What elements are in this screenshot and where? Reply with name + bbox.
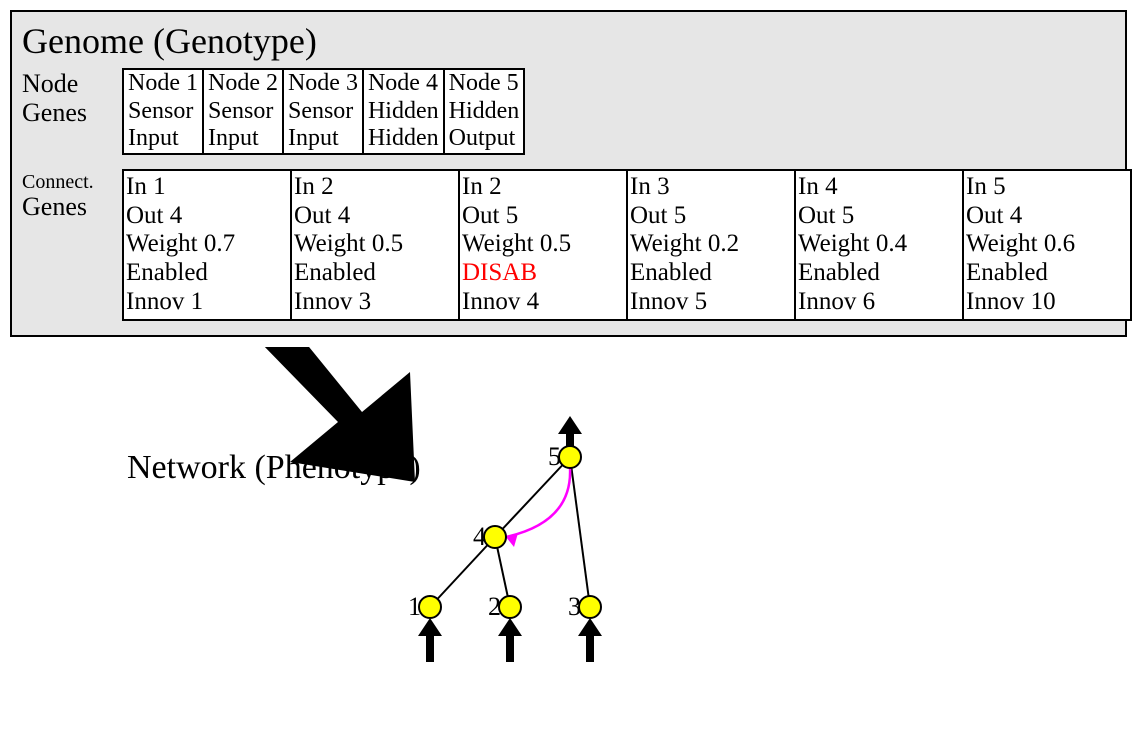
input-arrow-icon: [498, 618, 522, 662]
connect-gene-innov: Innov 5: [630, 288, 792, 317]
connect-gene-weight: Weight 0.2: [630, 230, 792, 259]
node-genes-label: Node Genes: [22, 68, 122, 127]
connect-gene-in: In 2: [462, 173, 624, 202]
connect-genes-label-l2: Genes: [22, 193, 122, 222]
connect-gene-enabled: Enabled: [630, 259, 792, 288]
connect-gene-cell: In 2Out 5Weight 0.5DISABInnov 4: [460, 171, 628, 319]
input-arrow-icon: [578, 618, 602, 662]
node-gene-line: Hidden: [368, 98, 439, 126]
node-gene-cell: Node 1SensorInput: [124, 70, 204, 153]
connect-gene-weight: Weight 0.5: [294, 230, 456, 259]
node-gene-line: Input: [288, 125, 358, 153]
input-arrow-icon: [418, 618, 442, 662]
network-node-label: 5: [548, 442, 561, 471]
connect-gene-cell: In 2Out 4Weight 0.5EnabledInnov 3: [292, 171, 460, 319]
network-area: 5 4 1 2 3 Network (Phenotype): [10, 347, 1127, 667]
node-gene-line: Node 2: [208, 70, 278, 98]
node-gene-line: Hidden: [368, 125, 439, 153]
network-node-label: 4: [473, 522, 486, 551]
connect-gene-enabled: DISAB: [462, 259, 624, 288]
node-gene-line: Sensor: [128, 98, 198, 126]
node-gene-line: Hidden: [449, 98, 520, 126]
genome-title: Genome (Genotype): [22, 20, 1115, 62]
connect-genes-label: Connect. Genes: [22, 169, 122, 222]
node-gene-cell: Node 5HiddenOutput: [445, 70, 524, 153]
connect-gene-out: Out 4: [294, 202, 456, 231]
network-node: [579, 596, 601, 618]
connect-gene-enabled: Enabled: [294, 259, 456, 288]
node-gene-line: Node 1: [128, 70, 198, 98]
connect-gene-weight: Weight 0.4: [798, 230, 960, 259]
connect-gene-cell: In 1Out 4Weight 0.7EnabledInnov 1: [124, 171, 292, 319]
network-node: [419, 596, 441, 618]
recurrent-arrowhead-icon: [506, 533, 518, 547]
connect-gene-innov: Innov 1: [126, 288, 288, 317]
connect-gene-innov: Innov 6: [798, 288, 960, 317]
connect-gene-out: Out 5: [630, 202, 792, 231]
genome-panel: Genome (Genotype) Node Genes Node 1Senso…: [10, 10, 1127, 337]
connect-gene-out: Out 5: [798, 202, 960, 231]
connect-genes-table: In 1Out 4Weight 0.7EnabledInnov 1In 2Out…: [122, 169, 1132, 321]
connect-gene-weight: Weight 0.6: [966, 230, 1128, 259]
node-genes-label-l2: Genes: [22, 99, 122, 128]
connect-gene-in: In 2: [294, 173, 456, 202]
connect-gene-cell: In 4Out 5Weight 0.4EnabledInnov 6: [796, 171, 964, 319]
node-gene-line: Node 5: [449, 70, 520, 98]
network-edge: [570, 457, 590, 607]
node-genes-table: Node 1SensorInputNode 2SensorInputNode 3…: [122, 68, 525, 155]
connect-gene-innov: Innov 4: [462, 288, 624, 317]
connect-gene-in: In 5: [966, 173, 1128, 202]
node-genes-row: Node Genes Node 1SensorInputNode 2Sensor…: [22, 68, 1115, 155]
connect-gene-enabled: Enabled: [966, 259, 1128, 288]
node-genes-label-l1: Node: [22, 70, 122, 99]
connect-gene-enabled: Enabled: [126, 259, 288, 288]
network-svg: 5 4 1 2 3: [10, 347, 1127, 667]
connect-gene-out: Out 5: [462, 202, 624, 231]
connect-gene-out: Out 4: [966, 202, 1128, 231]
node-gene-line: Node 3: [288, 70, 358, 98]
network-node-label: 1: [408, 592, 421, 621]
node-gene-line: Node 4: [368, 70, 439, 98]
connect-gene-cell: In 3Out 5Weight 0.2EnabledInnov 5: [628, 171, 796, 319]
connect-genes-row: Connect. Genes In 1Out 4Weight 0.7Enable…: [22, 169, 1115, 321]
network-node: [484, 526, 506, 548]
connect-genes-label-l1: Connect.: [22, 171, 122, 193]
connect-gene-in: In 4: [798, 173, 960, 202]
connect-gene-out: Out 4: [126, 202, 288, 231]
connect-gene-innov: Innov 10: [966, 288, 1128, 317]
network-label: Network (Phenotype): [127, 449, 421, 487]
connect-gene-in: In 3: [630, 173, 792, 202]
network-node-label: 3: [568, 592, 581, 621]
output-arrow-icon: [558, 416, 582, 446]
connect-gene-weight: Weight 0.7: [126, 230, 288, 259]
network-node: [499, 596, 521, 618]
node-gene-cell: Node 3SensorInput: [284, 70, 364, 153]
node-gene-line: Input: [208, 125, 278, 153]
node-gene-line: Sensor: [288, 98, 358, 126]
connect-gene-enabled: Enabled: [798, 259, 960, 288]
network-node: [559, 446, 581, 468]
node-gene-cell: Node 4HiddenHidden: [364, 70, 445, 153]
connect-gene-innov: Innov 3: [294, 288, 456, 317]
network-node-label: 2: [488, 592, 501, 621]
node-gene-line: Sensor: [208, 98, 278, 126]
connect-gene-in: In 1: [126, 173, 288, 202]
node-gene-line: Output: [449, 125, 520, 153]
node-gene-cell: Node 2SensorInput: [204, 70, 284, 153]
connect-gene-weight: Weight 0.5: [462, 230, 624, 259]
connect-gene-cell: In 5Out 4Weight 0.6EnabledInnov 10: [964, 171, 1130, 319]
recurrent-edge: [506, 468, 570, 537]
node-gene-line: Input: [128, 125, 198, 153]
